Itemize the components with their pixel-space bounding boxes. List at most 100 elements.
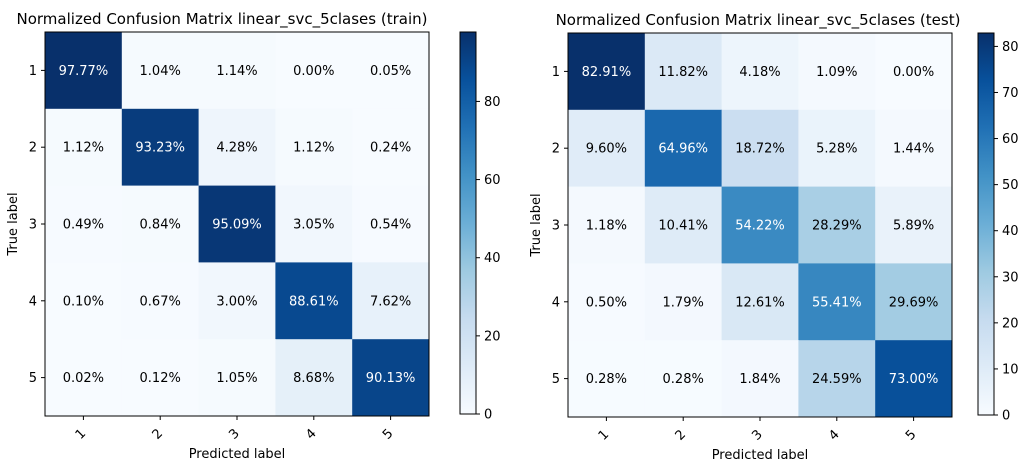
x-tick-label: 2 <box>673 427 689 443</box>
heatmap-cell <box>644 186 723 264</box>
heatmap-cell <box>568 263 646 341</box>
y-tick-label: 2 <box>29 141 37 156</box>
cell-value-label: 28.29% <box>812 219 862 234</box>
heatmap-cell <box>721 109 799 188</box>
heatmap-cell <box>568 186 646 264</box>
heatmap-cell <box>121 339 200 417</box>
x-tick-label: 1 <box>596 427 612 443</box>
cell-value-label: 1.04% <box>140 64 181 79</box>
heatmap-cell <box>352 32 430 110</box>
cell-value-label: 3.05% <box>293 218 334 233</box>
colorbar-tick-label: 40 <box>484 251 501 266</box>
heatmap-cell <box>644 109 723 188</box>
heatmap-cell <box>198 185 276 263</box>
cell-value-label: 97.77% <box>59 64 109 79</box>
cell-value-label: 95.09% <box>212 218 262 233</box>
colorbar-tick-label: 10 <box>1002 362 1019 377</box>
colorbar-tick-label: 70 <box>1002 86 1019 101</box>
heatmap-cell <box>275 185 353 263</box>
cell-value-label: 7.62% <box>370 294 411 309</box>
colorbar-tick-label: 60 <box>1002 132 1019 147</box>
heatmap-cell <box>352 339 430 417</box>
heatmap-cell <box>45 32 123 110</box>
cell-value-label: 0.05% <box>370 64 411 79</box>
heatmap-cell <box>721 33 799 111</box>
cell-value-label: 11.82% <box>658 65 708 80</box>
heatmap-cell <box>568 109 646 188</box>
heatmap-cell <box>875 186 953 264</box>
cell-value-label: 1.14% <box>216 64 257 79</box>
heatmap-cell <box>875 109 953 188</box>
cell-value-label: 1.79% <box>663 295 704 310</box>
colorbar-tick-label: 0 <box>484 408 492 423</box>
heatmap-cell <box>352 108 430 187</box>
cell-value-label: 5.28% <box>816 142 857 157</box>
cell-value-label: 0.54% <box>370 218 411 233</box>
colorbar-tick-label: 0 <box>1002 409 1010 424</box>
cell-value-label: 73.00% <box>889 372 939 387</box>
heatmap-cell <box>798 109 876 188</box>
cell-value-label: 0.00% <box>293 64 334 79</box>
heatmap-cell <box>275 262 353 340</box>
colorbar <box>459 31 477 415</box>
x-tick-label: 1 <box>73 426 89 442</box>
heatmap-cell <box>45 108 123 187</box>
y-tick-label: 3 <box>552 219 560 234</box>
heatmap-cell <box>644 33 723 111</box>
heatmap-cell <box>721 340 799 418</box>
heatmap-cell <box>275 108 353 187</box>
confusion-matrix-panel-train: Normalized Confusion Matrix linear_svc_5… <box>6 10 501 462</box>
x-tick-label: 2 <box>150 426 166 442</box>
cell-value-label: 1.12% <box>63 141 104 156</box>
heatmap-cell <box>45 262 123 340</box>
cell-value-label: 1.84% <box>739 372 780 387</box>
y-tick-label: 5 <box>29 371 37 386</box>
cell-value-label: 1.09% <box>816 65 857 80</box>
x-axis-label: Predicted label <box>189 447 286 462</box>
cell-value-label: 4.28% <box>216 141 257 156</box>
colorbar-tick-label: 20 <box>1002 316 1019 331</box>
heatmap-cell <box>875 33 953 111</box>
heatmap-cell <box>45 339 123 417</box>
heatmap-cell <box>275 339 353 417</box>
cell-value-label: 4.18% <box>739 65 780 80</box>
x-tick-label: 4 <box>826 427 842 443</box>
cell-value-label: 0.50% <box>586 295 627 310</box>
heatmap-cell <box>198 339 276 417</box>
heatmap-cell <box>721 186 799 264</box>
cell-value-label: 0.28% <box>663 372 704 387</box>
cell-value-label: 1.05% <box>216 371 257 386</box>
heatmap-cell <box>45 185 123 263</box>
heatmap-cell <box>198 262 276 340</box>
heatmap-cell <box>798 186 876 264</box>
y-tick-label: 4 <box>29 294 37 309</box>
heatmap-cell <box>352 262 430 340</box>
x-tick-label: 5 <box>380 426 396 442</box>
y-axis-label: True label <box>529 193 544 257</box>
cell-value-label: 8.68% <box>293 371 334 386</box>
heatmap-cell <box>121 32 200 110</box>
x-axis-label: Predicted label <box>712 448 809 463</box>
x-tick-label: 3 <box>749 427 765 443</box>
heatmap-cell <box>568 33 646 111</box>
colorbar <box>977 32 995 416</box>
colorbar-tick-label: 30 <box>1002 270 1019 285</box>
y-tick-label: 1 <box>552 65 560 80</box>
y-tick-label: 3 <box>29 218 37 233</box>
y-tick-label: 1 <box>29 64 37 79</box>
heatmap-cell <box>198 32 276 110</box>
heatmap-cell <box>644 340 723 418</box>
heatmap-cell <box>121 185 200 263</box>
cell-value-label: 1.18% <box>586 219 627 234</box>
cell-value-label: 0.02% <box>63 371 104 386</box>
heatmap-cell <box>875 263 953 341</box>
x-tick-label: 5 <box>903 427 919 443</box>
cell-value-label: 9.60% <box>586 142 627 157</box>
cell-value-label: 5.89% <box>893 219 934 234</box>
cell-value-label: 24.59% <box>812 372 862 387</box>
cell-value-label: 12.61% <box>735 295 785 310</box>
y-tick-label: 5 <box>552 372 560 387</box>
heatmap-cell <box>798 33 876 111</box>
cell-value-label: 88.61% <box>289 294 339 309</box>
